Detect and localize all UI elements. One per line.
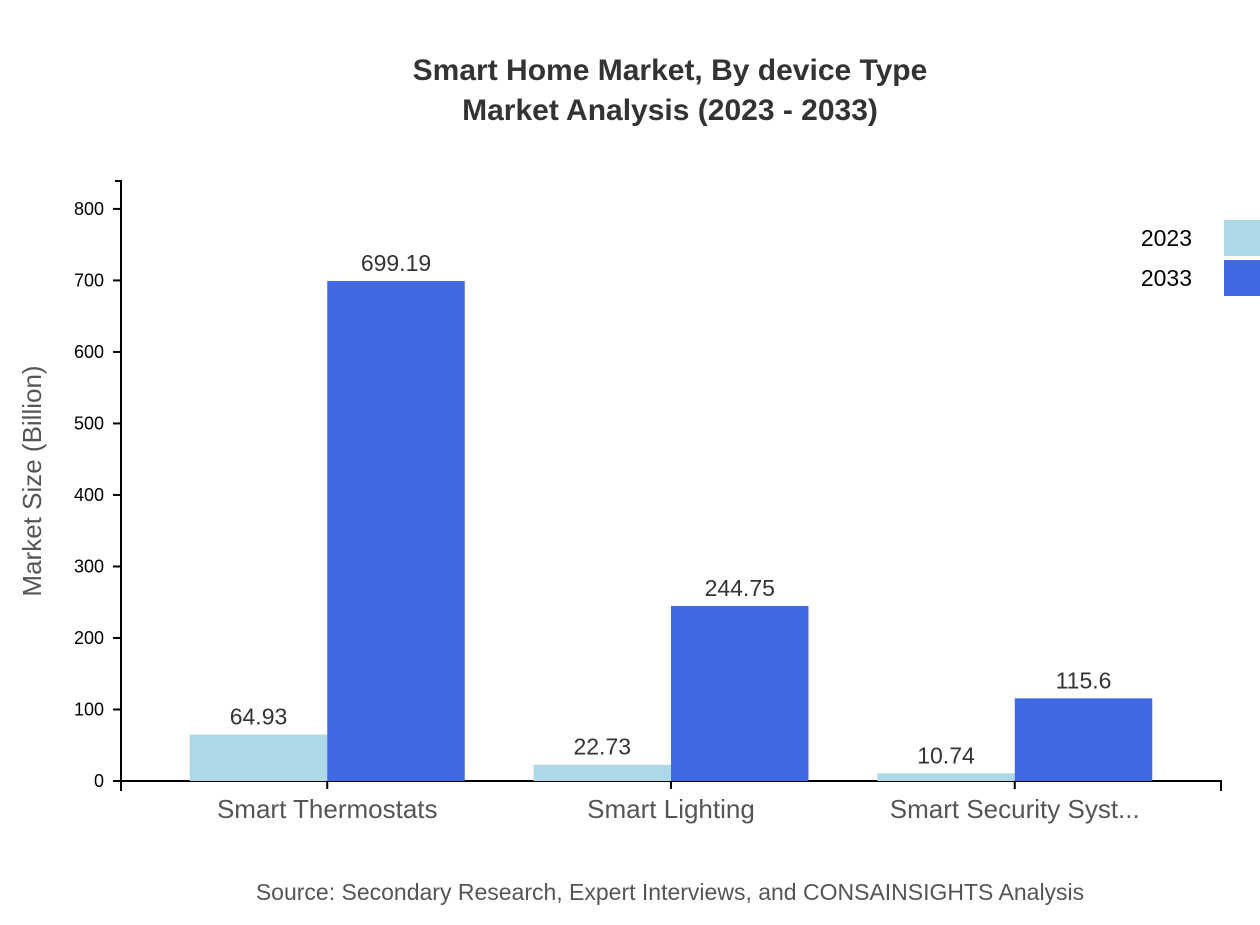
data-label: 64.93 [230, 704, 288, 730]
y-tick-label: 100 [74, 699, 104, 719]
y-axis-label: Market Size (Billion) [17, 365, 47, 596]
y-tick-label: 300 [74, 556, 104, 576]
x-tick-label: Smart Security Syst... [890, 794, 1140, 824]
x-tick-label: Smart Lighting [587, 794, 755, 824]
legend-label: 2033 [1141, 265, 1192, 291]
y-tick-label: 800 [74, 199, 104, 219]
data-label: 22.73 [573, 734, 631, 760]
chart-title: Smart Home Market, By device Type [413, 54, 928, 87]
y-tick-label: 400 [74, 485, 104, 505]
x-tick-label: Smart Thermostats [217, 794, 438, 824]
data-label: 699.19 [361, 250, 431, 276]
data-label: 115.6 [1056, 667, 1112, 693]
y-axis-line [115, 180, 122, 782]
bar-2033 [671, 605, 809, 781]
y-tick-label: 500 [74, 413, 104, 433]
bar-2033 [327, 281, 465, 781]
legend: 2023 2033 [1141, 220, 1260, 296]
legend-swatch-2023 [1224, 220, 1260, 256]
bar-2033 [1014, 698, 1153, 781]
y-tick-label: 0 [94, 771, 104, 791]
legend-label: 2023 [1141, 225, 1192, 251]
y-tick-label: 200 [74, 628, 104, 648]
chart-subtitle: Market Analysis (2023 - 2033) [462, 94, 878, 127]
bar-2023 [877, 773, 1015, 781]
data-label: 10.74 [917, 742, 975, 768]
source-note: Source: Secondary Research, Expert Inter… [256, 879, 1084, 905]
y-tick-label: 600 [74, 342, 104, 362]
legend-swatch-2033 [1224, 260, 1260, 296]
data-label: 244.75 [705, 575, 775, 601]
bar-2023 [189, 734, 328, 781]
y-tick-label: 700 [74, 270, 104, 290]
bar-2023 [533, 764, 671, 781]
